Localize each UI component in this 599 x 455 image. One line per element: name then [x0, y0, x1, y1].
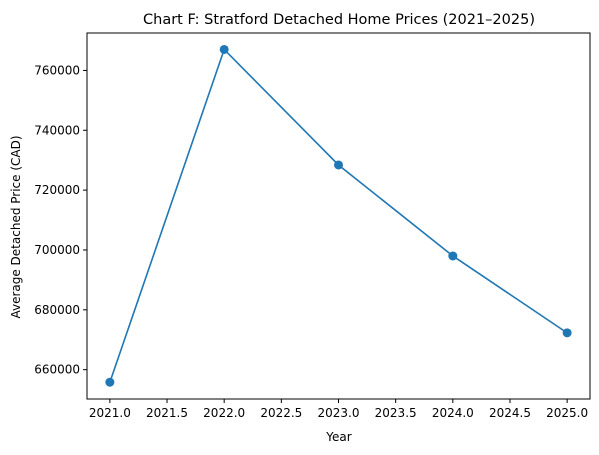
y-axis-label: Average Detached Price (CAD): [9, 135, 23, 318]
x-axis-label: Year: [325, 430, 351, 444]
y-tick-label: 660000: [34, 363, 80, 377]
x-tick-label: 2022.5: [260, 406, 302, 420]
data-point: [219, 44, 229, 54]
x-tick-label: 2025.0: [546, 406, 588, 420]
plot-area: 2021.0 2021.5 2022.0 2022.5 2023.0 2023.5 2024…: [34, 32, 591, 420]
y-axis-ticks: 660000 680000 700000 720000 740000 760000: [34, 63, 87, 377]
series-points: [105, 44, 572, 387]
series-line: [109, 47, 568, 383]
series-lines: [109, 47, 568, 383]
data-point: [562, 328, 572, 338]
chart-title: Chart F: Stratford Detached Home Prices …: [143, 12, 535, 28]
x-axis-ticks: 2021.0 2021.5 2022.0 2022.5 2023.0 2023.5 2024…: [89, 399, 588, 420]
plot-frame: [86, 32, 591, 400]
x-tick-label: 2021.0: [89, 406, 131, 420]
data-point: [448, 251, 458, 261]
y-tick-label: 700000: [34, 243, 80, 257]
y-tick-label: 740000: [34, 123, 80, 137]
x-tick-label: 2021.5: [146, 406, 188, 420]
data-point: [334, 160, 343, 170]
x-tick-label: 2022.0: [203, 406, 245, 420]
y-tick-label: 680000: [34, 303, 80, 317]
x-tick-label: 2023.5: [375, 406, 417, 420]
x-tick-label: 2024.0: [432, 406, 474, 420]
data-point: [105, 377, 115, 387]
y-tick-label: 720000: [34, 183, 80, 197]
y-tick-label: 760000: [34, 63, 80, 77]
x-tick-label: 2023.0: [318, 406, 360, 420]
x-tick-label: 2024.5: [489, 406, 531, 420]
